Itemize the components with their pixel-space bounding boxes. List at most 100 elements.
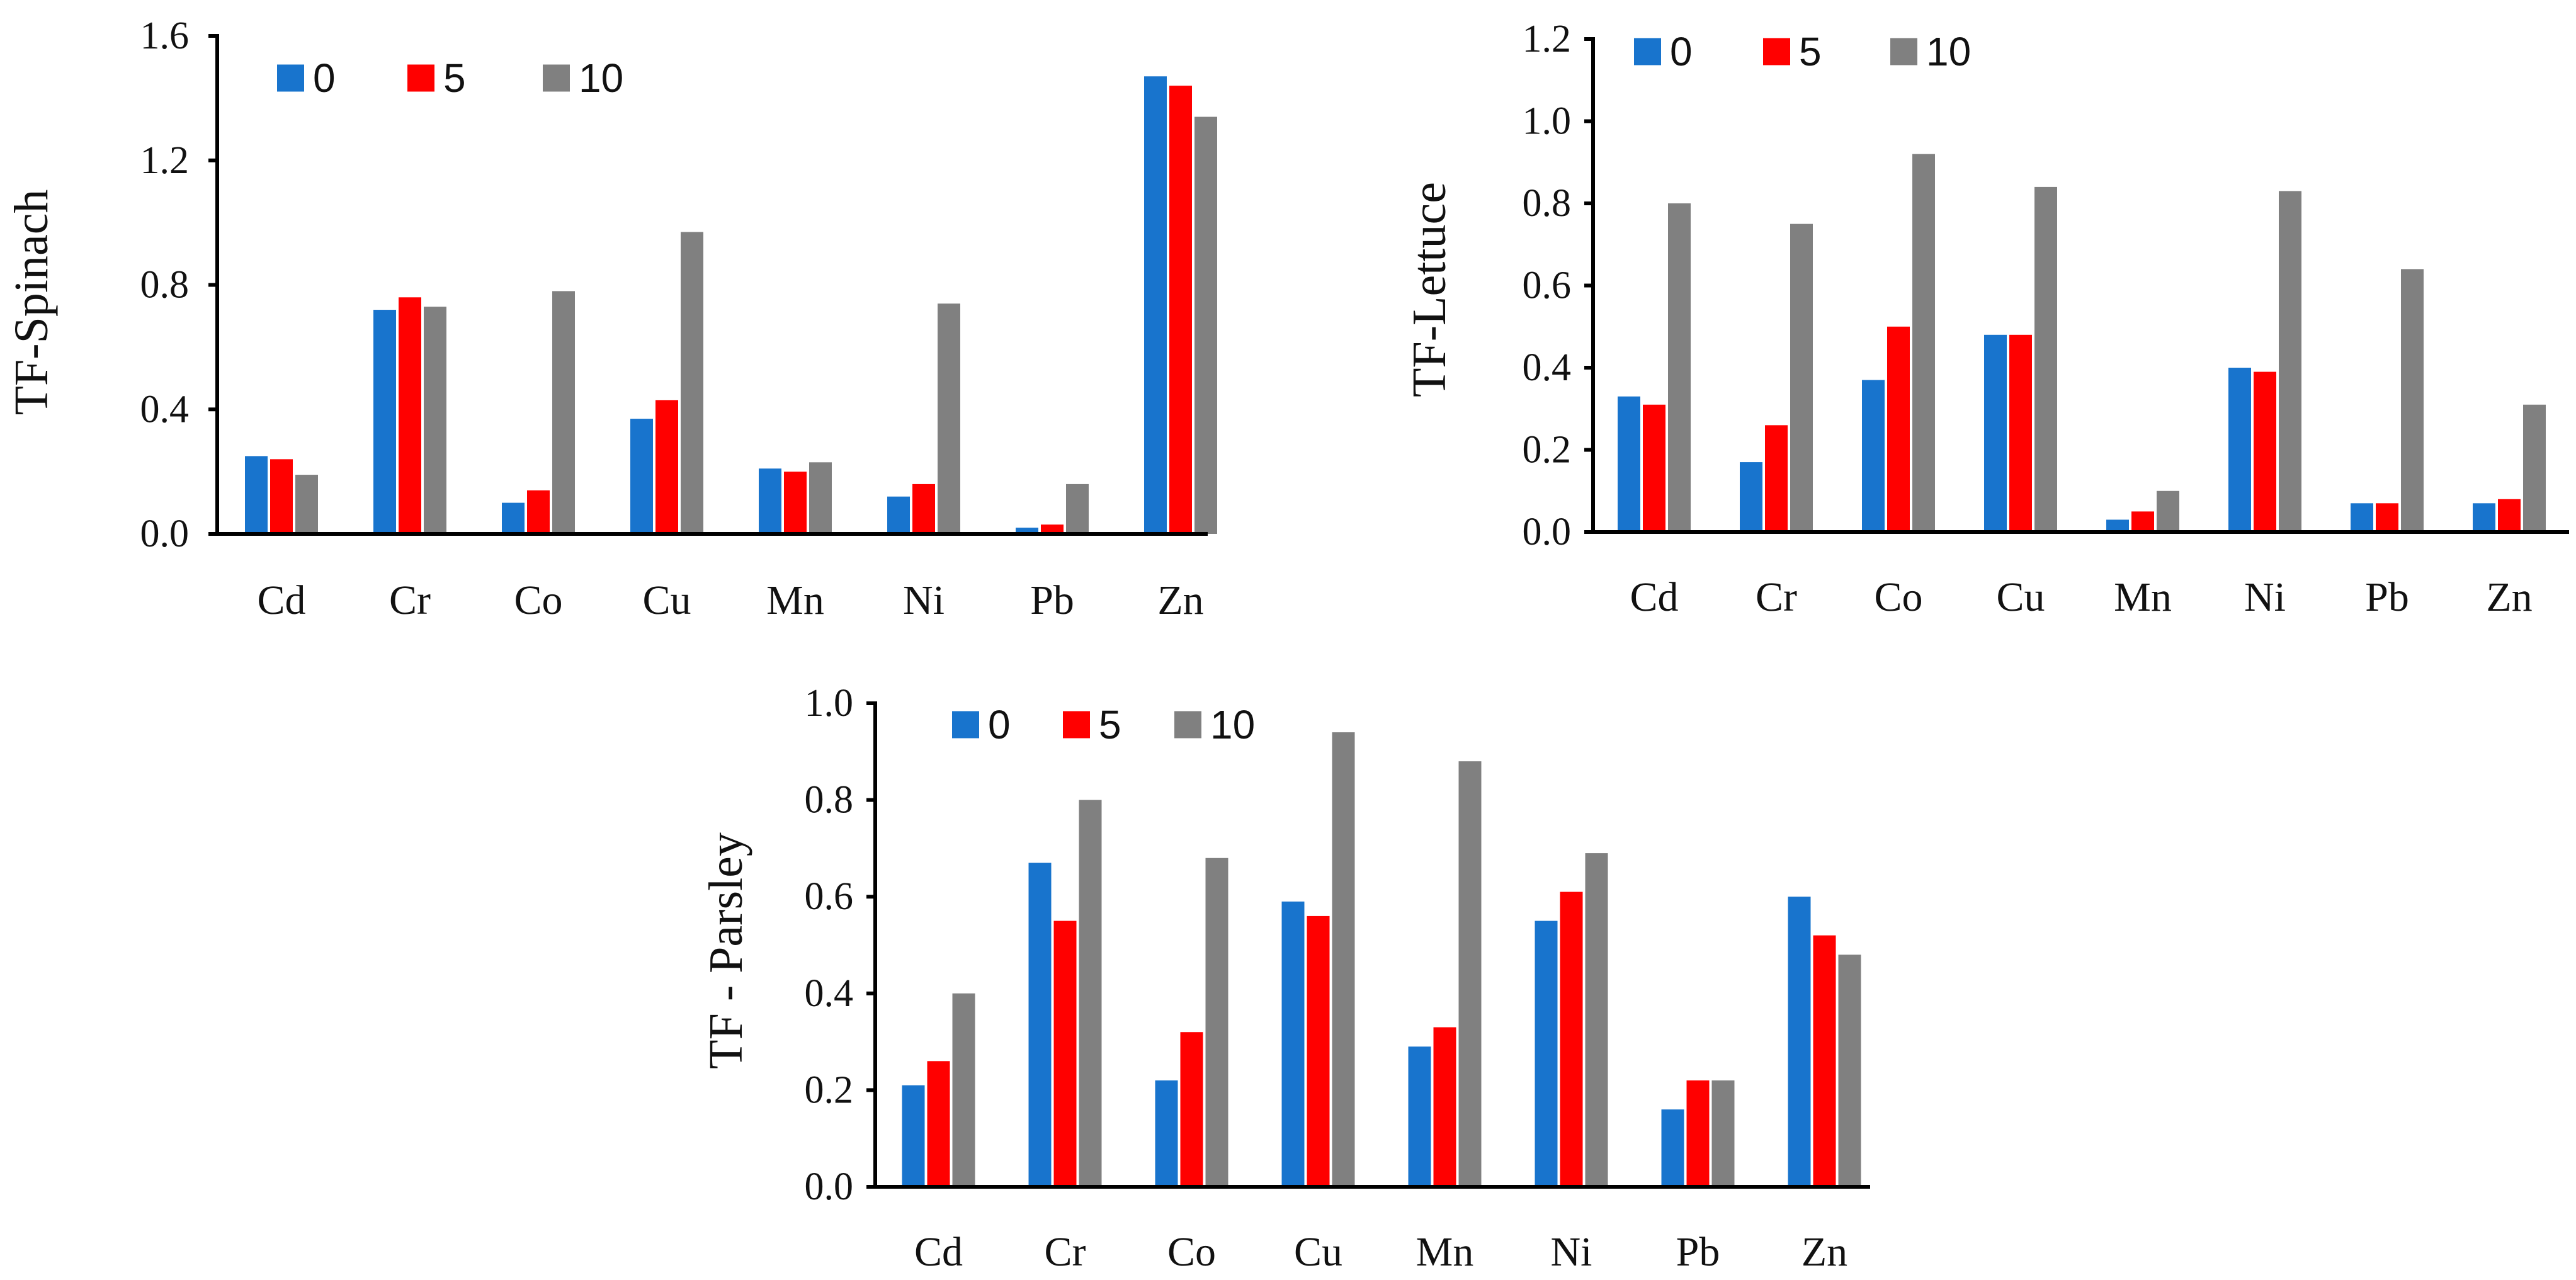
bar-ni-series-5	[2254, 371, 2276, 532]
x-tick-label: Co	[514, 577, 562, 623]
bar-ni-series-10	[938, 303, 960, 534]
y-tick-label: 1.2	[140, 139, 190, 182]
bar-cd-series-10	[1668, 203, 1691, 532]
legend: 0 5 10	[277, 55, 623, 101]
bar-cr-series-5	[399, 297, 421, 534]
legend-label-0: 0	[313, 55, 336, 101]
bar-cd-series-0	[1618, 396, 1640, 532]
bar-ni-series-5	[912, 484, 935, 534]
bar-cu-series-0	[1984, 334, 2007, 532]
x-tick-label: Pb	[1030, 577, 1074, 623]
bar-pb-series-0	[2351, 503, 2373, 532]
x-tick-label: Cd	[257, 577, 305, 623]
x-tick-label: Ni	[1551, 1229, 1592, 1275]
bar-ni-series-0	[2228, 368, 2251, 532]
bar-cu-series-10	[1332, 732, 1355, 1187]
bar-zn-series-10	[2523, 404, 2546, 532]
bar-co-series-5	[1180, 1032, 1203, 1187]
bar-cd-series-0	[245, 456, 268, 534]
bar-cr-series-0	[1740, 462, 1762, 532]
bar-mn-series-10	[809, 462, 832, 534]
bar-mn-series-10	[2157, 490, 2179, 532]
bar-co-series-0	[1155, 1080, 1178, 1187]
bar-cd-series-10	[295, 475, 318, 534]
x-tick-label: Zn	[1801, 1229, 1847, 1275]
bar-co-series-10	[1205, 858, 1228, 1187]
legend-swatch-5	[407, 64, 434, 92]
legend-swatch-0	[952, 711, 979, 739]
bar-cd-series-0	[902, 1085, 925, 1187]
legend: 0 5 10	[1634, 29, 1971, 74]
bar-cd-series-5	[927, 1061, 950, 1187]
legend-swatch-0	[277, 64, 304, 92]
legend-label-5: 5	[443, 55, 466, 101]
bar-pb-series-5	[1686, 1080, 1710, 1187]
x-tick-label: Co	[1874, 574, 1922, 620]
bar-pb-series-5	[1041, 524, 1064, 534]
y-tick-label: 1.0	[1523, 100, 1572, 143]
bar-mn-series-0	[1408, 1046, 1431, 1187]
legend-label-0: 0	[1670, 29, 1693, 74]
x-tick-label: Cr	[389, 577, 431, 623]
y-tick-label: 0.4	[805, 972, 854, 1015]
legend-swatch-10	[543, 64, 570, 92]
bar-co-series-10	[552, 291, 575, 534]
y-tick-label: 0.4	[140, 388, 190, 431]
y-tick-label: 1.2	[1523, 18, 1572, 60]
x-tick-label: Cu	[1294, 1229, 1342, 1275]
bar-ni-series-0	[887, 496, 910, 534]
y-axis-title: TF-Spinach	[5, 190, 58, 416]
bar-co-series-0	[502, 502, 525, 534]
bar-co-series-0	[1862, 380, 1885, 532]
bar-cr-series-10	[1079, 800, 1102, 1187]
legend-swatch-10	[1890, 38, 1917, 65]
bar-mn-series-5	[1433, 1027, 1456, 1187]
bar-zn-series-5	[2498, 499, 2521, 532]
x-tick-label: Cr	[1756, 574, 1797, 620]
bar-cr-series-0	[1028, 863, 1052, 1187]
x-tick-label: Zn	[2486, 574, 2532, 620]
y-tick-label: 1.6	[140, 14, 190, 57]
bar-mn-series-5	[784, 472, 807, 534]
x-tick-label: Cu	[642, 577, 691, 623]
y-tick-label: 0.8	[140, 264, 190, 307]
legend-swatch-0	[1634, 38, 1661, 65]
y-axis-title: TF - Parsley	[700, 832, 752, 1069]
parsley-chart: TF - Parsley 0.0 0.2 0.4 0.6 0.8 1.0 Cd Cr Co Cu M…	[700, 682, 1870, 1275]
y-tick-label: 0.0	[805, 1165, 854, 1208]
y-tick-label: 0.4	[1523, 346, 1572, 389]
lettuce-chart: TF-Lettuce 0.0 0.2 0.4 0.6 0.8 1.0 1.2 Cd Cr Co Cu…	[1403, 18, 2569, 620]
y-tick-label: 0.2	[805, 1068, 854, 1111]
bar-co-series-5	[1887, 326, 1910, 532]
x-tick-label: Pb	[2365, 574, 2409, 620]
x-tick-label: Mn	[1416, 1229, 1474, 1275]
x-tick-label: Zn	[1157, 577, 1203, 623]
bar-cu-series-5	[2009, 334, 2032, 532]
bar-pb-series-0	[1661, 1109, 1684, 1187]
legend-swatch-5	[1763, 38, 1790, 65]
bar-pb-series-10	[1711, 1080, 1735, 1187]
bar-zn-series-0	[2473, 503, 2495, 532]
y-tick-label: 0.0	[1523, 511, 1572, 553]
bar-zn-series-5	[1813, 935, 1836, 1187]
legend-label-10: 10	[1926, 29, 1971, 74]
bar-ni-series-10	[1585, 853, 1608, 1187]
x-tick-label: Co	[1167, 1229, 1216, 1275]
bar-cu-series-5	[1307, 915, 1330, 1187]
x-tick-label: Pb	[1676, 1229, 1720, 1275]
bar-cu-series-0	[630, 419, 653, 534]
bar-cr-series-5	[1053, 920, 1077, 1187]
y-tick-label: 0.0	[140, 513, 190, 555]
spinach-chart: TF-Spinach 0.0 0.4 0.8 1.2 1.6 Cd Cr Co Cu Mn Ni Pb…	[5, 14, 1217, 623]
legend: 0 5 10	[952, 702, 1255, 747]
legend-swatch-10	[1174, 711, 1201, 739]
y-axis-title: TF-Lettuce	[1403, 182, 1456, 397]
bar-cu-series-5	[655, 400, 678, 534]
bar-mn-series-0	[759, 468, 781, 534]
bar-cr-series-0	[373, 310, 396, 534]
bar-zn-series-10	[1838, 954, 1861, 1187]
bar-cu-series-0	[1281, 901, 1305, 1187]
bar-zn-series-10	[1194, 116, 1217, 535]
x-tick-label: Cu	[1996, 574, 2045, 620]
bar-mn-series-5	[2131, 511, 2154, 532]
